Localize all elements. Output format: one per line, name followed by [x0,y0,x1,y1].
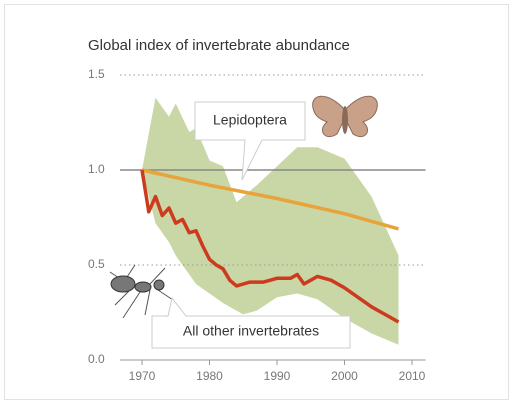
y-tick-label: 1.5 [88,67,105,81]
chart-title: Global index of invertebrate abundance [88,37,350,54]
moth-illustration [312,95,378,138]
y-tick-label: 1.0 [88,162,105,176]
invertebrates-callout [151,296,351,349]
lepidoptera-callout [194,101,306,181]
x-tick-label: 2010 [399,369,426,383]
x-tick-label: 1980 [196,369,223,383]
x-tick-label: 1990 [264,369,291,383]
x-tick-label: 1970 [129,369,156,383]
series-label: All other invertebrates [183,323,319,339]
series-line [140,169,400,324]
moth-body [342,106,348,134]
series-line [141,168,399,231]
ant-head [153,279,165,291]
y-tick-label: 0.5 [88,257,105,271]
series-label: Lepidoptera [213,112,287,128]
ant-abdomen [110,275,136,293]
y-tick-label: 0.0 [88,352,105,366]
ant-thorax [134,281,152,293]
ant-illustration [109,264,174,319]
frame [4,4,509,400]
x-tick-label: 2000 [331,369,358,383]
